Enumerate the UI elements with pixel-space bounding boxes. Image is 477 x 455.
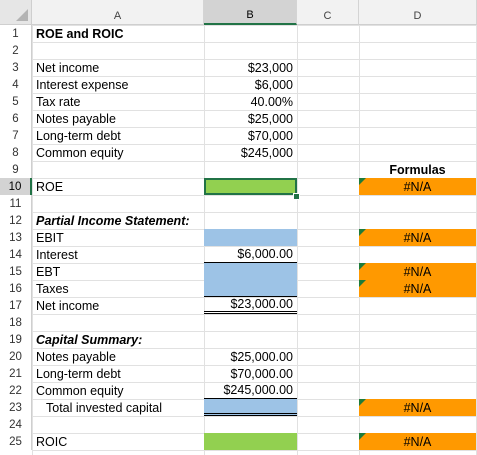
- cell-d25[interactable]: #N/A: [359, 433, 476, 450]
- cell-b23[interactable]: [204, 399, 297, 416]
- cell-b15[interactable]: [204, 263, 297, 280]
- cell-a6[interactable]: Notes payable: [36, 111, 116, 126]
- row-header-4[interactable]: 4: [0, 76, 32, 93]
- cell-b17[interactable]: $23,000.00: [204, 297, 297, 314]
- cell-a19[interactable]: Capital Summary:: [36, 332, 143, 347]
- cell-d16-value: #N/A: [403, 281, 432, 296]
- cell-b7[interactable]: $70,000: [247, 128, 293, 143]
- row-header-16[interactable]: 16: [0, 280, 32, 297]
- column-header-d[interactable]: D: [359, 0, 477, 25]
- cell-d9[interactable]: Formulas: [389, 162, 446, 177]
- cell-d13-value: #N/A: [403, 230, 432, 245]
- cell-d23[interactable]: #N/A: [359, 399, 476, 416]
- row-header-25[interactable]: 25: [0, 433, 32, 450]
- error-indicator-icon[interactable]: [359, 433, 366, 440]
- cell-b13[interactable]: [204, 229, 297, 246]
- error-indicator-icon[interactable]: [359, 280, 366, 287]
- error-indicator-icon[interactable]: [359, 229, 366, 236]
- row-header-18[interactable]: 18: [0, 314, 32, 331]
- cell-b6[interactable]: $25,000: [247, 111, 293, 126]
- cell-b3[interactable]: $23,000: [247, 60, 293, 75]
- cell-d15[interactable]: #N/A: [359, 263, 476, 280]
- cell-d25-value: #N/A: [403, 434, 432, 449]
- row-header-5[interactable]: 5: [0, 93, 32, 110]
- fill-handle[interactable]: [293, 193, 300, 200]
- row-header-19[interactable]: 19: [0, 331, 32, 348]
- row-header-17[interactable]: 17: [0, 297, 32, 314]
- select-all-button[interactable]: [0, 0, 32, 25]
- cell-a17[interactable]: Net income: [36, 298, 100, 313]
- cell-a25[interactable]: ROIC: [36, 434, 68, 449]
- row-header-14[interactable]: 14: [0, 246, 32, 263]
- row-header-9[interactable]: 9: [0, 161, 32, 178]
- row-header-2[interactable]: 2: [0, 42, 32, 59]
- row-header-15[interactable]: 15: [0, 263, 32, 280]
- column-header-c[interactable]: C: [297, 0, 359, 25]
- select-all-triangle-icon: [16, 9, 28, 21]
- grid-line: [297, 25, 298, 455]
- cell-b5[interactable]: 40.00%: [250, 94, 293, 109]
- row-header-23[interactable]: 23: [0, 399, 32, 416]
- cell-a5[interactable]: Tax rate: [36, 94, 81, 109]
- row-header-13[interactable]: 13: [0, 229, 32, 246]
- row-header-20[interactable]: 20: [0, 348, 32, 365]
- cell-b14[interactable]: $6,000.00: [204, 246, 297, 263]
- cell-a8[interactable]: Common equity: [36, 145, 124, 160]
- cell-b16[interactable]: [204, 280, 297, 297]
- cell-a10[interactable]: ROE: [36, 179, 64, 194]
- row-header-10[interactable]: 10: [0, 178, 32, 195]
- cell-a21[interactable]: Long-term debt: [36, 366, 121, 381]
- cell-a3[interactable]: Net income: [36, 60, 100, 75]
- row-header-11[interactable]: 11: [0, 195, 32, 212]
- cell-d15-value: #N/A: [403, 264, 432, 279]
- cell-b10-selected[interactable]: [204, 178, 297, 195]
- row-header-21[interactable]: 21: [0, 365, 32, 382]
- row-header-22[interactable]: 22: [0, 382, 32, 399]
- cell-b22[interactable]: $245,000.00: [204, 382, 297, 399]
- cell-a16[interactable]: Taxes: [36, 281, 69, 296]
- row-header-24[interactable]: 24: [0, 416, 32, 433]
- cell-d23-value: #N/A: [403, 400, 432, 415]
- cell-a7[interactable]: Long-term debt: [36, 128, 121, 143]
- row-header-8[interactable]: 8: [0, 144, 32, 161]
- row-header-3[interactable]: 3: [0, 59, 32, 76]
- row-header-6[interactable]: 6: [0, 110, 32, 127]
- row-header-12[interactable]: 12: [0, 212, 32, 229]
- error-indicator-icon[interactable]: [359, 399, 366, 406]
- cell-b21[interactable]: $70,000.00: [230, 366, 293, 381]
- cell-b25[interactable]: [204, 433, 297, 450]
- cell-d10-value: #N/A: [403, 179, 432, 194]
- cell-a4[interactable]: Interest expense: [36, 77, 129, 92]
- cell-a22[interactable]: Common equity: [36, 383, 124, 398]
- error-indicator-icon[interactable]: [359, 263, 366, 270]
- column-header-a[interactable]: A: [32, 0, 204, 25]
- cell-a12[interactable]: Partial Income Statement:: [36, 213, 190, 228]
- cell-b4[interactable]: $6,000: [254, 77, 293, 92]
- cell-a13[interactable]: EBIT: [36, 230, 64, 245]
- column-header-b[interactable]: B: [204, 0, 297, 25]
- cell-b20[interactable]: $25,000.00: [230, 349, 293, 364]
- cell-a14[interactable]: Interest: [36, 247, 78, 262]
- row-header-7[interactable]: 7: [0, 127, 32, 144]
- cell-d13[interactable]: #N/A: [359, 229, 476, 246]
- cell-b8[interactable]: $245,000: [240, 145, 293, 160]
- cell-a20[interactable]: Notes payable: [36, 349, 116, 364]
- cell-a23[interactable]: Total invested capital: [46, 400, 163, 415]
- cell-d10[interactable]: #N/A: [359, 178, 476, 195]
- row-header-1[interactable]: 1: [0, 25, 32, 42]
- cell-a1[interactable]: ROE and ROIC: [36, 26, 124, 41]
- cell-d16[interactable]: #N/A: [359, 280, 476, 297]
- cell-a15[interactable]: EBT: [36, 264, 61, 279]
- error-indicator-icon[interactable]: [359, 178, 366, 185]
